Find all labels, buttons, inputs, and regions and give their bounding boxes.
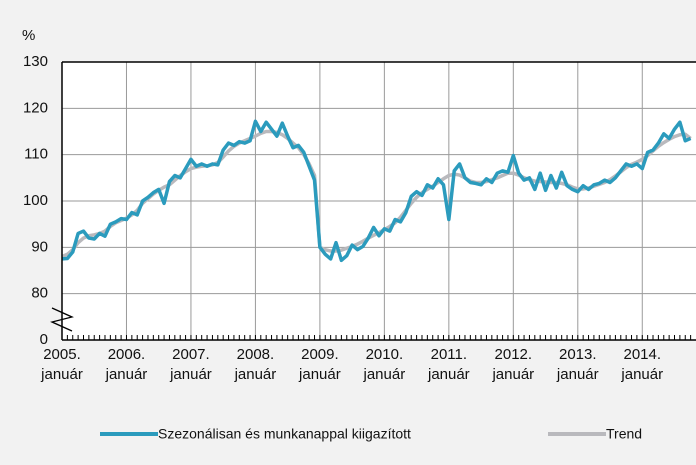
x-tick-label: 2010. január <box>363 346 406 383</box>
x-tick-label: 2007. január <box>170 346 212 383</box>
x-tick-label: 2012. január <box>492 346 535 383</box>
ticks: 0 80 90 100 110 120 130 <box>23 53 692 348</box>
x-tick-label: 2014. január <box>621 346 664 383</box>
y-tick-label: 130 <box>23 53 48 70</box>
x-tick-label: 2008. január <box>234 346 277 383</box>
y-tick-label: 100 <box>23 192 48 209</box>
x-tick-label: 2011. január <box>427 346 470 383</box>
axis-break <box>50 307 74 332</box>
y-axis-label: % <box>22 27 35 44</box>
y-tick-label: 80 <box>31 285 48 302</box>
x-tick-label: 2006. január <box>105 346 148 383</box>
y-tick-label: 120 <box>23 99 48 116</box>
x-tick-label: 2009. január <box>299 346 341 383</box>
x-tick-label: 2005. január <box>41 346 83 383</box>
legend: Szezonálisan és munkanappal kiigazított T… <box>100 426 642 442</box>
legend-label: Szezonálisan és munkanappal kiigazított <box>158 426 411 442</box>
lines <box>61 119 692 263</box>
legend-label: Trend <box>606 426 642 442</box>
x-tick-label: 2013. január <box>556 346 599 383</box>
y-tick-label: 90 <box>31 238 48 255</box>
y-tick-label: 0 <box>40 331 48 348</box>
series-line <box>61 119 692 263</box>
y-tick-label: 110 <box>24 146 48 163</box>
